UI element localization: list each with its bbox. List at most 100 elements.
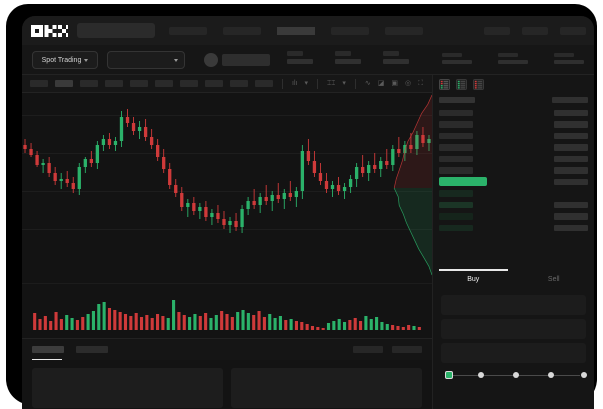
right-stat xyxy=(554,53,584,64)
orderbook-price-cell xyxy=(439,132,473,139)
nav-item-2[interactable] xyxy=(223,27,261,35)
orderbook-price-cell xyxy=(439,155,473,162)
orderbook-size-cell xyxy=(554,201,588,208)
orderbook-col-size xyxy=(552,97,588,103)
toolbar-button-10[interactable] xyxy=(255,80,273,87)
orderbook-row[interactable] xyxy=(439,222,588,234)
orders-tabs-left xyxy=(32,346,108,360)
slider-node-75[interactable] xyxy=(548,372,554,378)
right-stat xyxy=(498,53,528,64)
header-action-1[interactable] xyxy=(484,27,510,35)
toolbar-button-8[interactable] xyxy=(205,80,223,87)
header-action-3[interactable] xyxy=(560,27,586,35)
toolbar-button-4[interactable] xyxy=(105,80,123,87)
chart-column: ılı ▾ ⌶⌶ ▾ ∿ ◪ ▣ ◎ ⛶ xyxy=(22,75,432,409)
orderbook-price-cell xyxy=(439,167,473,174)
orderbook-size-cell xyxy=(554,213,588,220)
toolbar-button-7[interactable] xyxy=(180,80,198,87)
slider-node-50[interactable] xyxy=(513,372,519,378)
orderbook-bids-icon[interactable] xyxy=(456,78,467,90)
okx-logo[interactable] xyxy=(31,25,68,37)
nav-item-5[interactable] xyxy=(385,27,423,35)
orderbook-row[interactable] xyxy=(439,107,588,119)
app-screen: Spot Trading xyxy=(22,16,594,409)
orderbook-current-price xyxy=(439,177,487,187)
header-nav xyxy=(169,27,423,35)
chevron-down-icon[interactable]: ▾ xyxy=(304,80,308,87)
search-input[interactable] xyxy=(77,23,155,38)
amount-field[interactable] xyxy=(441,319,586,339)
pair-dropdown[interactable] xyxy=(107,51,185,69)
orders-action-1[interactable] xyxy=(353,346,383,353)
ruler-icon[interactable]: ◪ xyxy=(377,80,385,87)
fullscreen-icon[interactable]: ⛶ xyxy=(418,80,424,87)
orderbook-row[interactable] xyxy=(439,165,588,177)
stat-value xyxy=(383,59,409,64)
toolbar-button-1[interactable] xyxy=(30,80,48,87)
toolbar-button-5[interactable] xyxy=(130,80,148,87)
tab-sell[interactable]: Sell xyxy=(547,276,560,283)
orderbook-col-price xyxy=(439,97,475,103)
pair-name xyxy=(222,54,270,66)
orderbook-row[interactable] xyxy=(439,211,588,223)
orderbook-row[interactable] xyxy=(439,119,588,131)
total-field[interactable] xyxy=(441,343,586,363)
market-type-dropdown[interactable]: Spot Trading xyxy=(32,51,98,69)
line-tool-icon[interactable]: ∿ xyxy=(364,80,371,87)
price-field[interactable] xyxy=(441,295,586,315)
orderbook-price-cell xyxy=(439,213,473,220)
orderbook[interactable] xyxy=(433,93,594,265)
stat-label xyxy=(498,53,518,57)
nav-item-1[interactable] xyxy=(169,27,207,35)
orderbook-row[interactable] xyxy=(439,199,588,211)
trade-submit-area xyxy=(433,387,594,409)
orderbook-row[interactable] xyxy=(439,142,588,154)
orderbook-both-icon[interactable] xyxy=(439,78,450,90)
orderbook-row[interactable] xyxy=(439,176,588,188)
orders-panel-right[interactable] xyxy=(231,368,422,408)
toolbar-button-2-active[interactable] xyxy=(55,80,73,87)
slider-handle[interactable] xyxy=(445,371,453,379)
chart-type-icon[interactable]: ⌶⌶ xyxy=(326,80,336,87)
settings-icon[interactable]: ◎ xyxy=(405,80,412,87)
orderbook-row[interactable] xyxy=(439,188,588,200)
chevron-down-icon[interactable]: ▾ xyxy=(342,80,346,87)
gridline xyxy=(22,191,432,192)
orderbook-size-cell xyxy=(554,132,588,139)
nav-item-3-active[interactable] xyxy=(277,27,315,35)
stat-value xyxy=(442,60,472,64)
toolbar-button-3[interactable] xyxy=(80,80,98,87)
indicators-icon[interactable]: ılı xyxy=(292,80,298,87)
toolbar-button-9[interactable] xyxy=(230,80,248,87)
tab-order-history[interactable] xyxy=(76,346,108,353)
orderbook-row[interactable] xyxy=(439,130,588,142)
slider-node-25[interactable] xyxy=(478,372,484,378)
tab-open-orders[interactable] xyxy=(32,346,64,360)
top-header xyxy=(22,16,594,45)
nav-item-4[interactable] xyxy=(331,27,369,35)
stat-value xyxy=(498,60,528,64)
orderbook-row[interactable] xyxy=(439,153,588,165)
orders-panels xyxy=(22,360,432,409)
orderbook-size-cell xyxy=(554,144,588,151)
candle-series xyxy=(23,109,431,233)
camera-icon[interactable]: ▣ xyxy=(391,80,399,87)
toolbar-button-6[interactable] xyxy=(155,80,173,87)
tab-buy[interactable]: Buy xyxy=(433,269,514,291)
trade-sidebar: Buy Sell xyxy=(432,75,594,409)
header-action-2[interactable] xyxy=(522,27,548,35)
orders-tabs-right xyxy=(353,346,422,353)
right-stat xyxy=(442,53,472,64)
stat-label xyxy=(554,53,574,57)
orderbook-size-cell xyxy=(554,167,588,174)
orders-action-2[interactable] xyxy=(392,346,422,353)
orderbook-price-cell xyxy=(439,121,473,128)
amount-slider[interactable] xyxy=(443,369,587,383)
orderbook-asks-icon[interactable] xyxy=(473,78,484,90)
orderbook-price-cell xyxy=(439,201,473,208)
candlestick-chart[interactable] xyxy=(22,93,432,283)
orders-panel-left[interactable] xyxy=(32,368,223,408)
slider-node-100[interactable] xyxy=(581,372,587,378)
toolbar-divider xyxy=(282,78,283,89)
